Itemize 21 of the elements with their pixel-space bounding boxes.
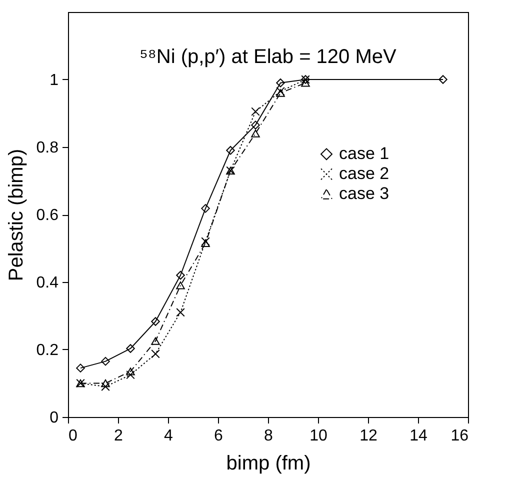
x-axis-title: bimp (fm) (226, 452, 311, 474)
text: ⁵⁸Ni (p,p′) at Elab = 120 MeV (140, 46, 398, 68)
y-tick-label: 0.8 (36, 140, 59, 156)
y-tick-label: 0.6 (36, 207, 59, 224)
x-tick-label: 4 (164, 428, 174, 444)
legend-label: case 2 (339, 164, 390, 184)
x-tick-label: 0 (68, 428, 78, 444)
x-tick-label: 16 (450, 428, 469, 444)
x-tick-label: 14 (410, 428, 428, 444)
y-tick-label: 0.2 (36, 342, 59, 359)
x-tick-label: 8 (264, 428, 274, 444)
x-tick-label: 10 (310, 428, 328, 444)
y-tick-label: 1 (50, 72, 59, 89)
x-tick-label: 2 (114, 428, 124, 444)
y-tick-label: 0 (50, 410, 59, 426)
x-tick-label: 6 (214, 428, 224, 444)
x-tick-label: 12 (360, 428, 378, 444)
legend-label: case 3 (339, 184, 390, 204)
y-tick-label: 0.4 (36, 274, 59, 292)
legend-label: case 1 (339, 144, 390, 164)
y-axis-title: Pelastic (bimp) (5, 148, 28, 282)
